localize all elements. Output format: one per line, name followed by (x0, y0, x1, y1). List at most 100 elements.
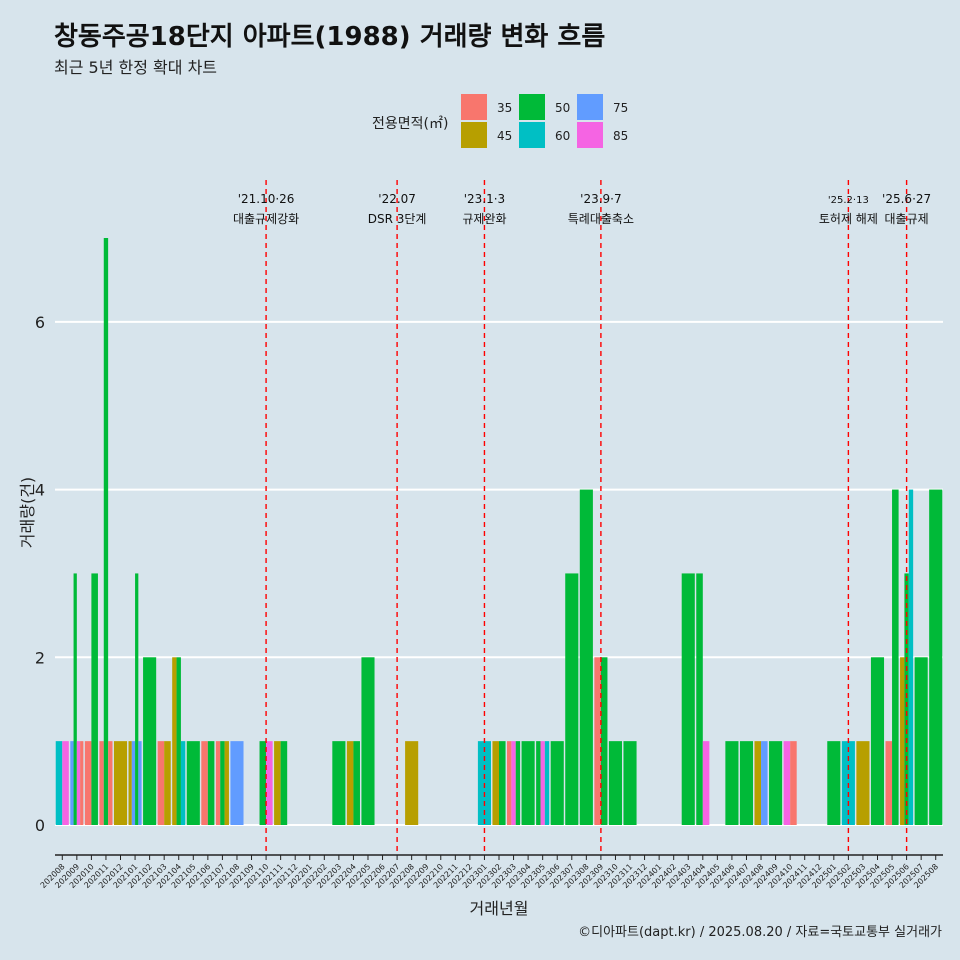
bar-202102-50 (143, 657, 157, 825)
legend-title: 전용면적(㎡) (372, 116, 448, 132)
bar-202303-35 (507, 741, 512, 825)
bar-202205-50 (361, 657, 375, 825)
bar-202104-45 (172, 657, 177, 825)
legend-swatch-35 (461, 94, 487, 120)
bar-202101-75 (131, 741, 136, 825)
bar-202104-50 (176, 657, 181, 825)
event-lines: '21.10·26 대출규제강화 '22.07 DSR 3단계 '23.1·3 규제완화 '… (233, 180, 931, 855)
event-label-202301: 규제완화 (462, 212, 506, 226)
legend-label-75: 75 (613, 101, 628, 115)
bar-202404-50 (696, 573, 703, 825)
bar-202108-75 (230, 741, 244, 825)
legend-swatch-60 (519, 122, 545, 148)
bar-202107-45 (224, 741, 229, 825)
bar-202504-50 (870, 657, 885, 825)
legend-label-35: 35 (497, 101, 512, 115)
bar-202501-50 (827, 741, 841, 825)
legend-swatch-75 (577, 94, 603, 120)
legend-label-50: 50 (555, 101, 570, 115)
bar-202101-45 (128, 741, 132, 825)
bar-202204-50 (353, 741, 360, 825)
y-axis-title: 거래량(건) (18, 477, 37, 548)
bar-202305-85 (540, 741, 545, 825)
bar-202011-35 (99, 741, 104, 825)
bar-202103-35 (157, 741, 165, 825)
bar-202408-45 (754, 741, 762, 825)
bar-202410-85 (783, 741, 791, 825)
bar-202505-50 (892, 489, 899, 825)
bar-202104-60 (180, 741, 186, 825)
bar-202309-50 (600, 657, 608, 825)
bar-202010-35 (84, 741, 92, 825)
legend-swatch-85 (577, 122, 603, 148)
bar-202403-50 (681, 573, 695, 825)
bar-202106-50 (207, 741, 215, 825)
bar-202508-50 (929, 489, 943, 825)
bar-202008-85 (62, 741, 69, 825)
event-label-202309: 특례대출축소 (568, 212, 634, 226)
event-label-202207: DSR 3단계 (368, 212, 427, 226)
event-label-202502: 토허제 해제 (819, 212, 878, 226)
event-date-202309: '23.9·7 (580, 192, 621, 206)
bar-202409-50 (769, 741, 783, 825)
bar-202009-50 (73, 573, 77, 825)
bar-202304-50 (521, 741, 535, 825)
y-tick-label-4: 4 (35, 481, 45, 500)
axes: 0246202008202009202010202011202012202101… (18, 313, 943, 918)
y-tick-label-0: 0 (35, 816, 45, 835)
bar-202107-50 (220, 741, 225, 825)
bar-202506-50 (904, 573, 909, 825)
bar-202407-50 (739, 741, 754, 825)
bar-202208-45 (405, 741, 419, 825)
source-caption: ©디아파트(dapt.kr) / 2025.08.20 / 자료=국토교통부 실… (578, 925, 942, 940)
legend-label-60: 60 (555, 129, 570, 143)
bar-202410-35 (790, 741, 797, 825)
event-date-202301: '23.1·3 (464, 192, 505, 206)
legend-label-85: 85 (613, 129, 628, 143)
bar-202505-35 (885, 741, 893, 825)
event-date-202502: '25.2·13 (828, 195, 869, 206)
x-axis-title: 거래년월 (470, 899, 529, 918)
event-date-202207: '22.07 (378, 192, 416, 206)
bar-202507-50 (914, 657, 928, 825)
bar-202406-50 (725, 741, 739, 825)
bar-202302-50 (499, 741, 506, 825)
bar-202009-85 (76, 741, 81, 825)
bar-202307-50 (565, 573, 579, 825)
chart-subtitle: 최근 5년 한정 확대 차트 (54, 58, 218, 77)
legend-label-45: 45 (497, 129, 512, 143)
bar-202008-60 (55, 741, 63, 825)
bar-202503-45 (856, 741, 870, 825)
bar-202012-45 (113, 741, 128, 825)
bar-202009-35 (80, 741, 84, 825)
bar-202303-85 (511, 741, 516, 825)
bar-202203-50 (332, 741, 346, 825)
chart-title: 창동주공18단지 아파트(1988) 거래량 변화 흐름 (54, 22, 606, 52)
bar-202111-50 (280, 741, 288, 825)
bar-202306-50 (550, 741, 564, 825)
bar-202404-85 (702, 741, 710, 825)
legend-swatch-45 (461, 122, 487, 148)
bar-202303-50 (515, 741, 521, 825)
bars (55, 238, 943, 825)
bar-202107-35 (215, 741, 221, 825)
event-label-202110: 대출규제강화 (233, 212, 299, 226)
bar-202309-35 (594, 657, 601, 825)
bar-202011-50 (103, 238, 109, 825)
bar-202105-50 (186, 741, 200, 825)
event-date-202506: '25.6·27 (882, 192, 931, 206)
bar-202311-50 (623, 741, 637, 825)
bar-202110-50 (259, 741, 267, 825)
bar-202305-50 (536, 741, 541, 825)
bar-202308-50 (579, 489, 593, 825)
bar-202110-85 (266, 741, 273, 825)
y-tick-label-2: 2 (35, 648, 45, 667)
legend: 전용면적(㎡) 35 45 50 60 75 85 (372, 94, 628, 148)
event-label-202506: 대출규제 (885, 212, 929, 226)
legend-swatch-50 (519, 94, 545, 120)
bar-202101-75 (138, 741, 142, 825)
bar-202101-50 (135, 573, 139, 825)
bar-202408-75 (761, 741, 768, 825)
bar-202009-75 (70, 741, 74, 825)
